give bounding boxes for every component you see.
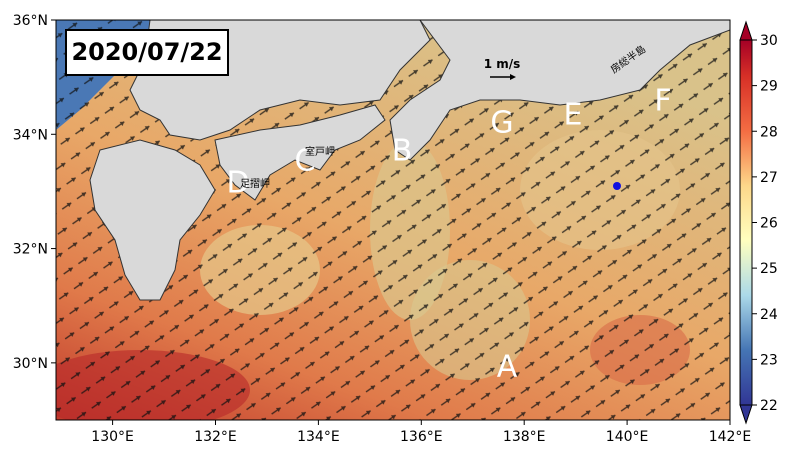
map-area xyxy=(56,20,730,420)
region-label: F xyxy=(654,84,671,119)
land-kyushu xyxy=(89,139,216,301)
y-tick-label: 34°N xyxy=(13,127,48,143)
x-tick-label: 132°E xyxy=(194,429,237,445)
map-frame xyxy=(55,19,731,421)
x-tick-label: 130°E xyxy=(91,429,134,445)
land-shikoku xyxy=(214,104,386,201)
x-tick-label: 142°E xyxy=(709,429,752,445)
colorbar-tick-label: 29 xyxy=(760,79,778,95)
colorbar-tick-label: 23 xyxy=(760,352,778,368)
y-tick-label: 32°N xyxy=(13,242,48,258)
region-label: D xyxy=(226,166,249,201)
colorbar-tick-label: 22 xyxy=(760,398,778,414)
colorbar-tick-label: 28 xyxy=(760,124,778,140)
colorbar-tick-label: 27 xyxy=(760,170,778,186)
colorbar xyxy=(739,39,753,406)
x-tick-label: 134°E xyxy=(297,429,340,445)
x-tick-label: 138°E xyxy=(503,429,546,445)
place-name: 室戸岬 xyxy=(305,145,335,158)
date-title: 2020/07/22 xyxy=(71,38,222,66)
y-tick-label: 36°N xyxy=(13,13,48,29)
colorbar-tick-label: 25 xyxy=(760,261,778,277)
colorbar-tick-label: 24 xyxy=(760,307,778,323)
region-label: A xyxy=(497,350,518,385)
date-box xyxy=(65,29,229,76)
region-label: C xyxy=(295,144,316,179)
colorbar-extend-bottom xyxy=(739,404,753,425)
scale-label: 1 m/s xyxy=(484,57,521,71)
y-tick-label: 30°N xyxy=(13,356,48,372)
x-tick-label: 136°E xyxy=(400,429,443,445)
region-label: E xyxy=(564,98,583,133)
colorbar-extend-top xyxy=(739,20,753,41)
colorbar-tick-label: 26 xyxy=(760,216,778,232)
land-honshu-east xyxy=(389,20,730,161)
place-name: 足摺岬 xyxy=(240,177,270,190)
x-tick-label: 140°E xyxy=(606,429,649,445)
region-label: B xyxy=(392,134,413,169)
region-label: G xyxy=(490,106,513,141)
scale-arrow-head xyxy=(510,74,516,80)
colorbar-tick-label: 30 xyxy=(760,33,778,49)
station-point xyxy=(613,182,621,190)
